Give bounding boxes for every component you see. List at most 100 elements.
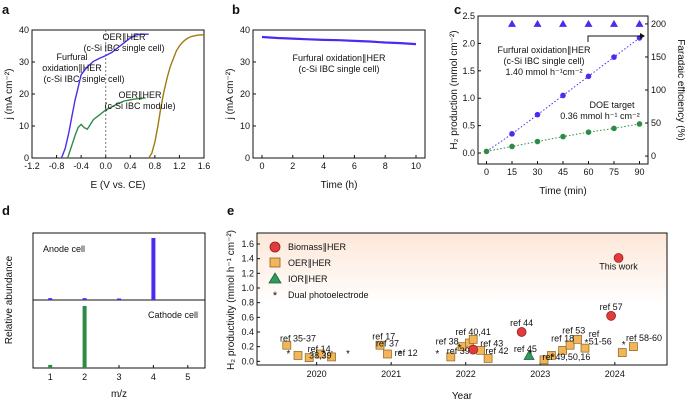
e-point-dual: * bbox=[529, 349, 533, 360]
e-annotation: ref 39 bbox=[447, 346, 470, 356]
c-right-ytick-label: 0 bbox=[651, 151, 656, 161]
panel-b-ann-2: (c-Si IBC single cell) bbox=[298, 64, 379, 74]
c-right-ytick-label: 200 bbox=[651, 19, 666, 29]
e-point-dual: * bbox=[398, 349, 402, 360]
e-annotation: ref 42 bbox=[486, 346, 509, 356]
c-xtick-label: 90 bbox=[634, 167, 644, 177]
panel-a: a -1.2 -0.8 -0.4 0.0 0.4 0.8 1.2 1.6 0 10 20 30 40 E… bbox=[2, 2, 210, 191]
c-ytick-label: 2.5 bbox=[462, 11, 475, 21]
a-xtick-label: 0.8 bbox=[149, 161, 162, 171]
e-ytick-label: 1.6 bbox=[241, 239, 254, 249]
c-point-doe bbox=[560, 133, 566, 140]
panel-d-legend-cathode: Cathode cell bbox=[148, 310, 198, 320]
c-xtick-label: 30 bbox=[532, 167, 542, 177]
b-xtick-label: 8 bbox=[383, 161, 388, 171]
e-point-oer bbox=[558, 345, 567, 355]
c-ytick-label: 2.0 bbox=[462, 38, 475, 48]
e-point-oer bbox=[573, 334, 582, 344]
e-annotation: 51-56 bbox=[589, 336, 612, 346]
legend-dual-label: Dual photoelectrode bbox=[288, 290, 369, 300]
e-point-oer bbox=[580, 343, 590, 353]
e-ytick-label: 0.4 bbox=[241, 327, 254, 337]
b-ytick-label: 0 bbox=[245, 153, 250, 163]
e-annotation: ref 58-60 bbox=[626, 333, 662, 343]
a-xtick-label: -0.8 bbox=[49, 161, 65, 171]
c-point-fe bbox=[533, 19, 542, 27]
panel-d-label: d bbox=[2, 203, 10, 218]
e-point-dual: * bbox=[458, 343, 462, 354]
e-point-oer bbox=[282, 340, 292, 350]
a-ytick-label: 30 bbox=[19, 57, 29, 67]
c-ytick-label: 0.0 bbox=[462, 148, 475, 158]
e-point-dual: * bbox=[585, 338, 589, 349]
e-point-dual: * bbox=[551, 353, 555, 364]
panel-c: c 0 15 30 45 60 75 90 0.0 0.5 1.0 1.5 2.0 2.5 0 50 100 1… bbox=[449, 2, 685, 197]
d-xtick-label: 4 bbox=[151, 372, 156, 382]
panel-e-shade-band bbox=[257, 233, 667, 305]
c-xtick-label: 60 bbox=[583, 167, 593, 177]
panel-e: e 2020 2021 2022 2023 2024 0.0 0.2 0.4 0.6 0.8 1.0… bbox=[226, 203, 668, 402]
c-point-doe bbox=[534, 138, 541, 145]
c-xtick-label: 45 bbox=[558, 167, 568, 177]
e-xtick-label: 2021 bbox=[381, 369, 401, 379]
e-ytick-label: 1.4 bbox=[241, 254, 254, 264]
b-line-furfural bbox=[261, 35, 417, 46]
d-xtick-label: 2 bbox=[82, 372, 87, 382]
panel-b-frame bbox=[252, 29, 426, 159]
a-xtick-label: -1.2 bbox=[24, 161, 40, 171]
c-point-furfural bbox=[509, 131, 515, 137]
legend-ior-marker bbox=[268, 272, 282, 284]
e-annotation: ref 35-37 bbox=[280, 334, 316, 344]
legend-biomass-marker bbox=[269, 241, 281, 253]
panel-b-ylabel: j (mA cm⁻²) bbox=[225, 69, 236, 121]
d-bar-anode bbox=[151, 238, 156, 300]
e-point-oer bbox=[293, 351, 303, 360]
e-annotation: ref 18 bbox=[551, 334, 574, 344]
panel-c-ann-doe-2: 0.36 mmol h⁻¹ cm⁻² bbox=[560, 111, 640, 121]
e-xtick-label: 2020 bbox=[307, 369, 327, 379]
e-annotation: ref 43 bbox=[480, 339, 503, 349]
c-point-doe bbox=[636, 121, 643, 127]
b-ytick-label: 10 bbox=[240, 121, 250, 131]
panel-e-ylabel: H₂ productivity (mmol h⁻¹ cm⁻²) bbox=[226, 230, 237, 370]
b-ytick-label: 20 bbox=[240, 89, 250, 99]
c-ytick-label: 1.5 bbox=[462, 66, 475, 76]
panel-d: d 1 2 3 4 5 m/z Relative abundance Anode cel… bbox=[2, 203, 206, 400]
e-point-biomass bbox=[606, 311, 616, 321]
e-annotation: ref 38 bbox=[436, 336, 459, 346]
e-point-biomass bbox=[516, 327, 527, 337]
e-annotation: ref 49,50,16 bbox=[542, 352, 590, 362]
panel-c-fe-arrow bbox=[587, 35, 644, 42]
e-ytick-label: 1.2 bbox=[241, 268, 254, 278]
e-ytick-label: 0.0 bbox=[241, 356, 254, 366]
panel-d-legend-anode: Anode cell bbox=[43, 244, 85, 254]
e-annotation: 38,39 bbox=[309, 350, 332, 360]
c-point-furfural bbox=[611, 54, 617, 60]
c-point-furfural bbox=[534, 111, 541, 118]
legend-dual-marker: * bbox=[273, 290, 278, 302]
panel-e-label: e bbox=[227, 203, 234, 218]
b-xtick-label: 6 bbox=[352, 161, 357, 171]
panel-a-label: a bbox=[2, 2, 10, 17]
panel-b-xlabel: Time (h) bbox=[321, 180, 358, 191]
c-point-doe bbox=[611, 125, 617, 132]
c-xtick-label: 75 bbox=[609, 167, 619, 177]
a-xtick-label: 0.4 bbox=[124, 161, 137, 171]
a-ytick-label: 0 bbox=[24, 153, 29, 163]
panel-e-frame bbox=[256, 232, 668, 366]
e-annotation: This work bbox=[599, 262, 638, 272]
c-point-furfural bbox=[560, 92, 566, 99]
e-point-oer bbox=[375, 340, 385, 350]
d-bar-cathode bbox=[82, 306, 87, 368]
e-xtick-label: 2023 bbox=[530, 369, 550, 379]
b-xtick-label: 4 bbox=[321, 161, 326, 171]
d-xtick-label: 3 bbox=[116, 372, 121, 382]
b-ytick-label: 30 bbox=[240, 57, 250, 67]
c-point-fe bbox=[584, 19, 593, 27]
a-ytick-label: 40 bbox=[19, 25, 29, 35]
a-xtick-label: -0.4 bbox=[73, 161, 89, 171]
panel-b-ann-1: Furfural oxidation∥HER bbox=[292, 53, 386, 63]
legend-oer-label: OER∥HER bbox=[288, 258, 332, 268]
e-point-oer bbox=[617, 348, 627, 357]
